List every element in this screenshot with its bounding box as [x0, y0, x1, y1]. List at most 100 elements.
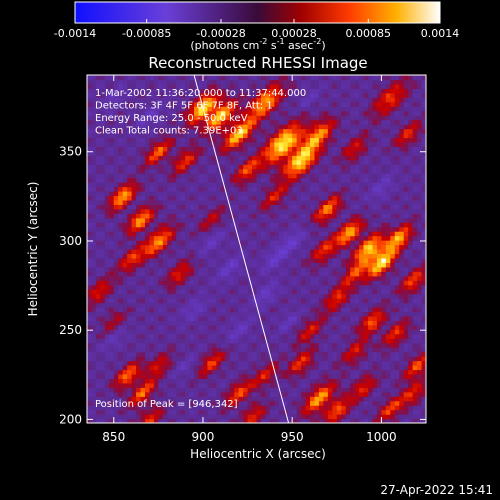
heatmap-cell: [287, 199, 293, 205]
heatmap-cell: [247, 400, 253, 406]
heatmap-cell: [202, 369, 209, 375]
heatmap-cell: [207, 315, 213, 321]
heatmap-cell: [91, 199, 97, 205]
heatmap-cell: [211, 400, 217, 406]
heatmap-cell: [131, 257, 137, 263]
heatmap-cell: [202, 315, 209, 321]
heatmap-cell: [131, 342, 137, 348]
heatmap-cell: [202, 249, 209, 255]
heatmap-cell: [238, 365, 244, 371]
heatmap-cell: [91, 315, 97, 321]
heatmap-cell: [274, 365, 280, 371]
colorbar-tick-label: -0.00028: [196, 27, 245, 40]
heatmap-cell: [109, 101, 115, 107]
heatmap-cell: [158, 146, 164, 152]
heatmap-cell: [194, 369, 200, 375]
heatmap-cell: [278, 101, 284, 107]
heatmap-cell: [287, 315, 293, 321]
heatmap-cell: [256, 356, 262, 362]
heatmap-cell: [87, 311, 93, 317]
heatmap-cell: [278, 168, 284, 174]
heatmap-cell: [332, 409, 338, 415]
heatmap-cell: [345, 83, 351, 89]
heatmap-cell: [318, 146, 325, 152]
heatmap-cell: [243, 133, 249, 139]
heatmap-cell: [323, 133, 329, 139]
heatmap-cell: [229, 186, 235, 192]
heatmap-cell: [301, 320, 307, 326]
heatmap-cell: [211, 208, 217, 214]
heatmap-cell: [211, 324, 217, 330]
heatmap-cell: [318, 249, 325, 255]
heatmap-cell: [274, 222, 280, 228]
heatmap-cell: [305, 257, 311, 263]
heatmap-cell: [260, 141, 267, 147]
heatmap-cell: [149, 418, 155, 423]
heatmap-cell: [131, 414, 137, 420]
heatmap-cell: [167, 271, 173, 277]
heatmap-cell: [341, 106, 347, 112]
heatmap-cell: [198, 213, 204, 219]
heatmap-cell: [144, 365, 151, 371]
heatmap-cell: [318, 182, 325, 188]
heatmap-cell: [287, 146, 293, 152]
heatmap-cell: [180, 298, 186, 304]
heatmap-cell: [247, 342, 253, 348]
heatmap-cell: [363, 240, 369, 246]
heatmap-cell: [162, 249, 168, 255]
heatmap-cell: [274, 119, 280, 125]
heatmap-cell: [229, 128, 235, 134]
heatmap-cell: [274, 373, 280, 379]
heatmap-cell: [310, 150, 316, 156]
heatmap-cell: [167, 177, 173, 183]
heatmap-cell: [252, 88, 258, 94]
heatmap-cell: [118, 275, 124, 281]
heatmap-cell: [122, 356, 128, 362]
heatmap-cell: [176, 168, 182, 174]
heatmap-cell: [336, 391, 342, 397]
heatmap-cell: [323, 365, 329, 371]
heatmap-cell: [171, 204, 177, 210]
heatmap-cell: [95, 226, 101, 232]
heatmap-cell: [131, 369, 137, 375]
heatmap-cell: [327, 284, 333, 290]
heatmap-cell: [149, 396, 155, 402]
heatmap-cell: [140, 347, 146, 353]
heatmap-cell: [238, 88, 244, 94]
heatmap-cell: [207, 195, 213, 201]
heatmap-cell: [318, 360, 325, 366]
heatmap-cell: [189, 115, 195, 121]
heatmap-cell: [207, 275, 213, 281]
heatmap-cell: [180, 249, 186, 255]
heatmap-cell: [229, 75, 235, 81]
heatmap-cell: [198, 369, 204, 375]
heatmap-cell: [122, 79, 128, 85]
heatmap-cell: [167, 249, 173, 255]
heatmap-cell: [354, 311, 360, 317]
heatmap-cell: [256, 409, 262, 415]
heatmap-cell: [144, 235, 151, 241]
heatmap-cell: [144, 391, 151, 397]
heatmap-cell: [162, 298, 168, 304]
heatmap-cell: [122, 333, 128, 339]
heatmap-cell: [323, 164, 329, 170]
heatmap-cell: [131, 244, 137, 250]
heatmap-cell: [122, 195, 128, 201]
heatmap-cell: [127, 177, 133, 183]
heatmap-cell: [180, 119, 186, 125]
heatmap-cell: [292, 124, 298, 130]
heatmap-cell: [104, 365, 110, 371]
heatmap-cell: [247, 191, 253, 197]
heatmap-cell: [287, 351, 293, 357]
heatmap-cell: [104, 88, 110, 94]
heatmap-cell: [189, 244, 195, 250]
heatmap-cell: [91, 324, 97, 330]
heatmap-cell: [283, 249, 289, 255]
heatmap-cell: [243, 159, 249, 165]
heatmap-cell: [296, 307, 302, 313]
heatmap-cell: [140, 235, 146, 241]
heatmap-cell: [287, 293, 293, 299]
heatmap-cell: [104, 110, 110, 116]
heatmap-cell: [363, 382, 369, 388]
heatmap-cell: [243, 311, 249, 317]
